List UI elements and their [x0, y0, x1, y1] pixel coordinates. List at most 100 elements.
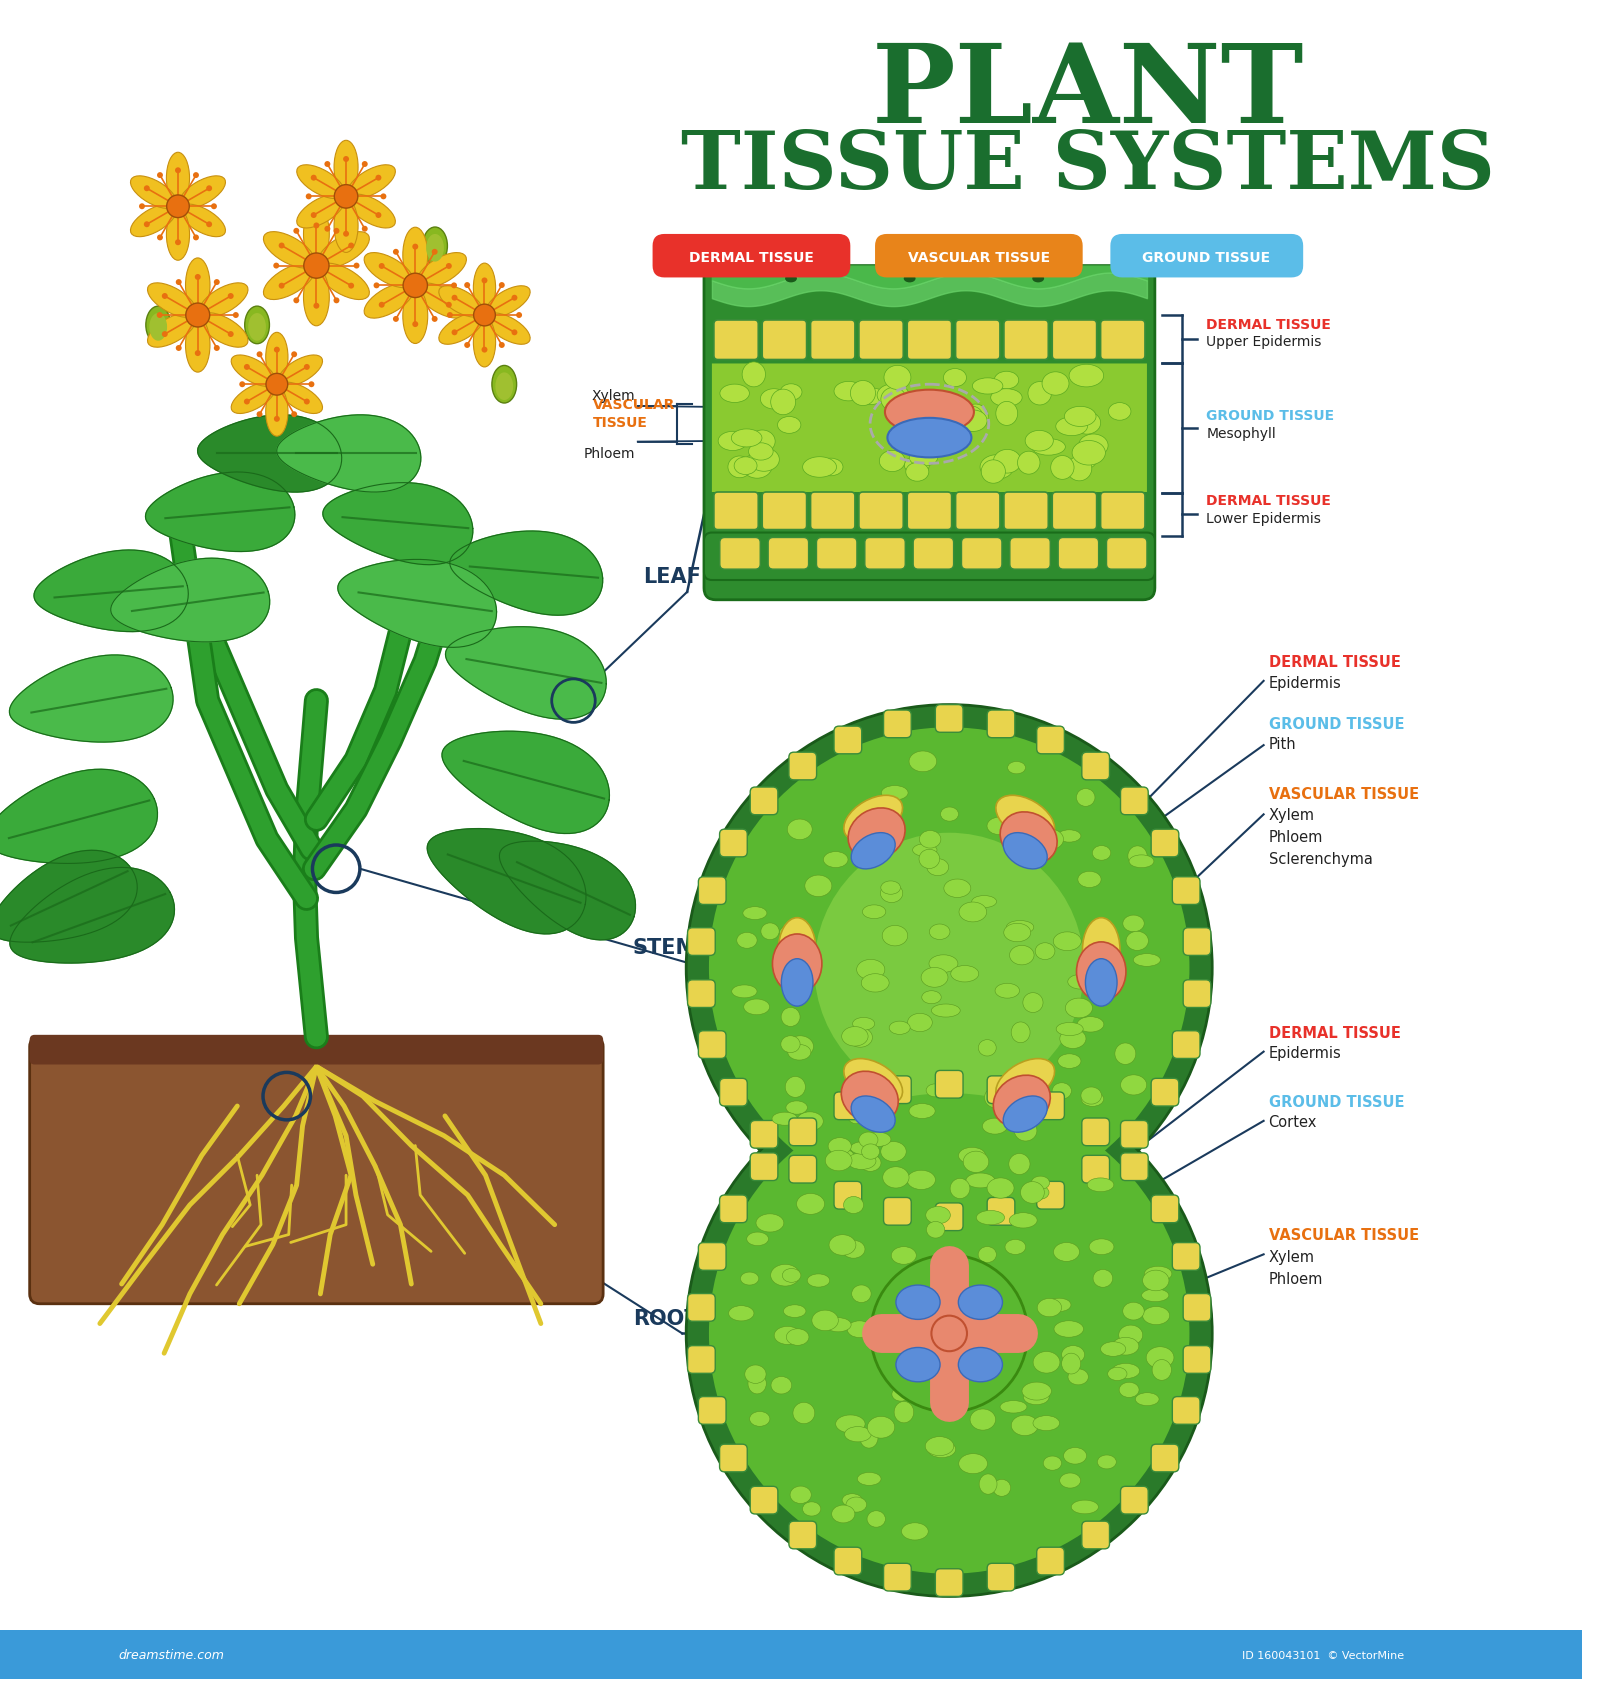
Ellipse shape — [944, 880, 971, 899]
Ellipse shape — [786, 1329, 810, 1346]
Ellipse shape — [904, 405, 938, 429]
Ellipse shape — [861, 1143, 880, 1160]
Ellipse shape — [1032, 1064, 1051, 1078]
Polygon shape — [10, 868, 174, 963]
Ellipse shape — [882, 785, 909, 801]
Ellipse shape — [907, 1170, 936, 1189]
Ellipse shape — [882, 882, 901, 895]
FancyBboxPatch shape — [688, 1294, 715, 1321]
Ellipse shape — [928, 1441, 955, 1458]
Ellipse shape — [1032, 275, 1045, 284]
FancyBboxPatch shape — [1173, 1397, 1200, 1424]
Circle shape — [709, 1093, 1189, 1574]
Ellipse shape — [794, 1402, 814, 1424]
Ellipse shape — [1130, 855, 1154, 868]
FancyBboxPatch shape — [834, 726, 862, 755]
FancyBboxPatch shape — [1182, 980, 1211, 1008]
Ellipse shape — [939, 1339, 958, 1355]
Ellipse shape — [1118, 1382, 1139, 1397]
Circle shape — [186, 304, 210, 328]
Ellipse shape — [742, 907, 766, 921]
Ellipse shape — [826, 1317, 851, 1333]
Circle shape — [403, 274, 427, 299]
Ellipse shape — [882, 926, 907, 946]
Ellipse shape — [1059, 1473, 1080, 1488]
Ellipse shape — [1053, 932, 1082, 951]
Ellipse shape — [803, 1502, 821, 1517]
Ellipse shape — [296, 194, 344, 228]
Ellipse shape — [347, 166, 395, 199]
Circle shape — [157, 312, 163, 319]
Circle shape — [342, 157, 349, 162]
Ellipse shape — [186, 319, 210, 373]
FancyBboxPatch shape — [1037, 1547, 1064, 1574]
Ellipse shape — [200, 284, 248, 318]
Ellipse shape — [1136, 1393, 1158, 1405]
FancyBboxPatch shape — [1173, 1243, 1200, 1270]
Ellipse shape — [1006, 921, 1034, 934]
Circle shape — [451, 329, 458, 336]
Ellipse shape — [1118, 1326, 1142, 1344]
Ellipse shape — [1064, 1447, 1086, 1464]
Circle shape — [333, 299, 339, 304]
Ellipse shape — [904, 275, 915, 284]
Ellipse shape — [1000, 812, 1058, 865]
Ellipse shape — [747, 1233, 768, 1246]
Ellipse shape — [750, 1412, 770, 1427]
Ellipse shape — [248, 314, 266, 341]
Ellipse shape — [803, 458, 837, 478]
FancyBboxPatch shape — [1150, 829, 1179, 858]
Ellipse shape — [858, 1473, 882, 1486]
Ellipse shape — [718, 432, 747, 451]
Ellipse shape — [1123, 1302, 1144, 1321]
Ellipse shape — [1011, 1415, 1038, 1436]
Ellipse shape — [771, 1265, 800, 1287]
Ellipse shape — [747, 1373, 766, 1393]
Ellipse shape — [1093, 846, 1110, 861]
Ellipse shape — [734, 458, 757, 475]
Ellipse shape — [1021, 1182, 1045, 1204]
Ellipse shape — [848, 1154, 875, 1170]
Ellipse shape — [973, 378, 1003, 395]
Ellipse shape — [1090, 1240, 1114, 1255]
Ellipse shape — [278, 383, 323, 414]
Ellipse shape — [926, 421, 960, 439]
Circle shape — [482, 279, 488, 284]
Polygon shape — [146, 473, 294, 552]
Ellipse shape — [1000, 1400, 1027, 1414]
FancyBboxPatch shape — [750, 1486, 778, 1513]
FancyBboxPatch shape — [907, 321, 952, 360]
Ellipse shape — [179, 204, 226, 238]
FancyBboxPatch shape — [987, 1198, 1014, 1226]
Ellipse shape — [960, 407, 984, 432]
Ellipse shape — [1042, 373, 1069, 395]
Circle shape — [413, 323, 418, 328]
Ellipse shape — [846, 812, 866, 824]
Circle shape — [194, 235, 198, 242]
FancyBboxPatch shape — [789, 1118, 816, 1147]
Ellipse shape — [942, 1321, 963, 1338]
Ellipse shape — [230, 383, 275, 414]
Ellipse shape — [1085, 959, 1117, 1007]
Ellipse shape — [907, 1013, 933, 1032]
Ellipse shape — [778, 919, 816, 983]
Ellipse shape — [842, 1027, 869, 1047]
Ellipse shape — [736, 932, 757, 949]
Ellipse shape — [808, 1274, 830, 1287]
Ellipse shape — [958, 1285, 1003, 1319]
Polygon shape — [442, 731, 610, 834]
Ellipse shape — [787, 1045, 811, 1061]
Polygon shape — [499, 841, 635, 941]
Ellipse shape — [875, 1329, 902, 1350]
FancyBboxPatch shape — [914, 539, 954, 569]
FancyBboxPatch shape — [762, 321, 806, 360]
FancyBboxPatch shape — [1053, 321, 1096, 360]
FancyBboxPatch shape — [704, 534, 1155, 581]
Ellipse shape — [880, 1142, 906, 1162]
Text: Phloem: Phloem — [1269, 1272, 1323, 1287]
Ellipse shape — [995, 402, 1018, 426]
Ellipse shape — [890, 1022, 910, 1035]
FancyBboxPatch shape — [1120, 1486, 1149, 1513]
Circle shape — [482, 348, 488, 353]
Ellipse shape — [784, 981, 803, 1000]
